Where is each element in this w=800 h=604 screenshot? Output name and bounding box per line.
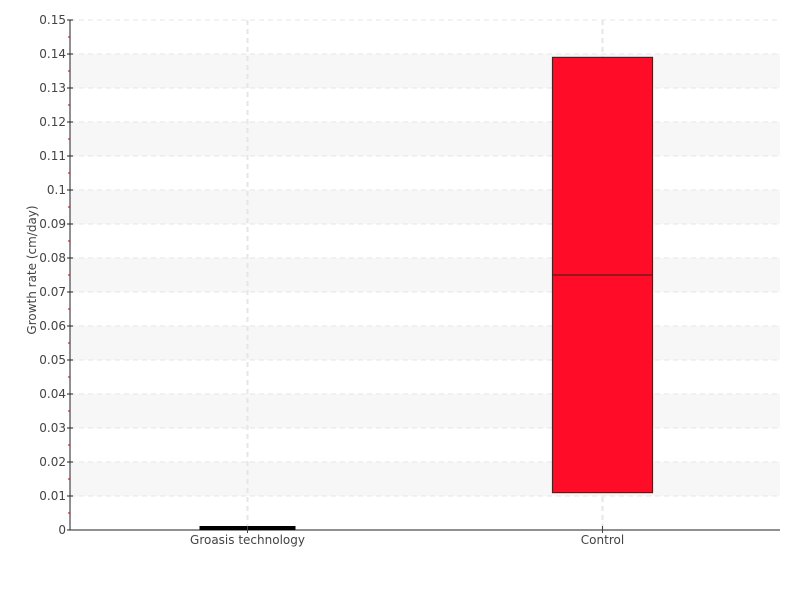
y-tick-label: 0.13 [39, 81, 66, 95]
y-tick-label: 0.08 [39, 251, 66, 265]
y-tick-label: 0.15 [39, 13, 66, 27]
y-tick-label: 0.02 [39, 455, 66, 469]
grid-band [70, 394, 780, 428]
y-axis-label: Growth rate (cm/day) [25, 205, 39, 334]
y-tick-label: 0.03 [39, 421, 66, 435]
y-tick-label: 0.1 [47, 183, 66, 197]
grid-band [70, 54, 780, 88]
grid-band [70, 190, 780, 224]
y-tick-label: 0.09 [39, 217, 66, 231]
grid-band [70, 462, 780, 496]
y-tick-label: 0.05 [39, 353, 66, 367]
y-tick-label: 0.04 [39, 387, 66, 401]
y-tick-label: 0.07 [39, 285, 66, 299]
y-tick-label: 0.06 [39, 319, 66, 333]
x-tick-label: Control [581, 533, 624, 547]
grid-band [70, 258, 780, 292]
y-tick-label: 0.11 [39, 149, 66, 163]
grid-band [70, 326, 780, 360]
x-tick-label: Groasis technology [190, 533, 305, 547]
y-tick-label: 0.01 [39, 489, 66, 503]
y-tick-label: 0.14 [39, 47, 66, 61]
y-tick-label: 0.12 [39, 115, 66, 129]
grid-band [70, 122, 780, 156]
y-tick-label: 0 [58, 523, 66, 537]
